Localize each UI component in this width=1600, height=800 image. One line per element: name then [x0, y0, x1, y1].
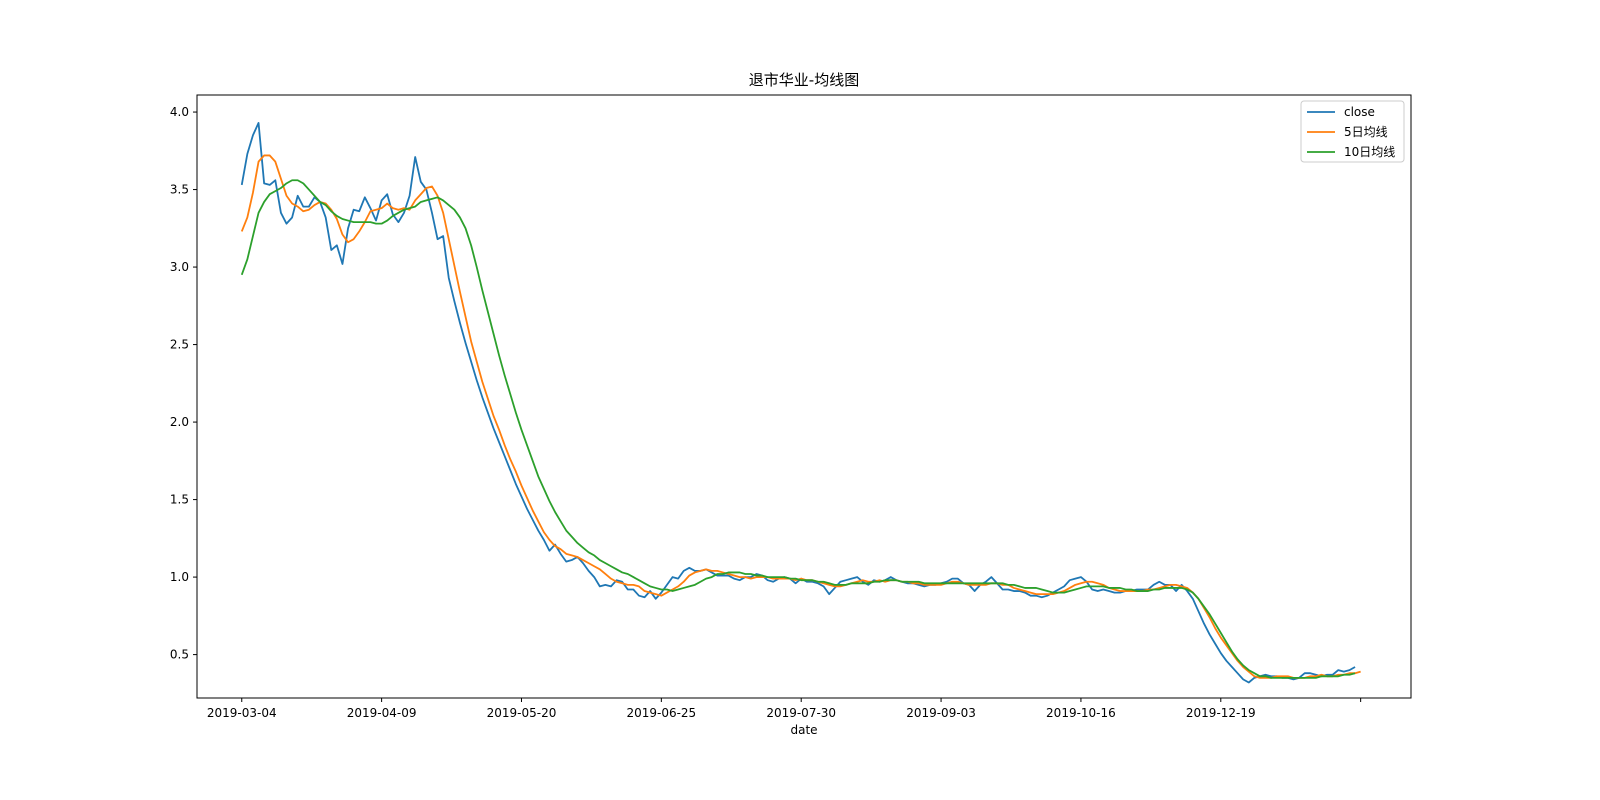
plot-area [240, 122, 1361, 684]
y-tick-label: 3.0 [170, 260, 189, 274]
y-tick-label: 2.5 [170, 338, 189, 352]
x-tick-label: 2019-09-03 [906, 706, 976, 720]
x-tick-label: 2019-05-20 [487, 706, 557, 720]
x-axis-label: date [790, 723, 817, 737]
series-line-2 [240, 154, 1361, 679]
legend-entry: 10日均线 [1344, 145, 1395, 159]
x-tick-label: 2019-03-04 [207, 706, 277, 720]
legend-entry: 5日均线 [1344, 125, 1388, 139]
x-tick-label: 2019-04-09 [347, 706, 417, 720]
chart-title: 退市华业-均线图 [749, 71, 859, 89]
legend: close 5日均线 10日均线 [1300, 100, 1405, 163]
x-axis: 2019-03-04 2019-04-09 2019-05-20 2019-06-25… [207, 698, 1362, 720]
y-axis: 0.5 1.0 1.5 2.0 2.5 3.0 3.5 4.0 [170, 105, 197, 662]
y-tick-label: 2.0 [170, 415, 189, 429]
x-tick-label: 2019-10-16 [1046, 706, 1116, 720]
x-tick-label: 2019-12-19 [1186, 706, 1256, 720]
legend-entry: close [1344, 105, 1375, 119]
y-tick-label: 1.5 [170, 493, 189, 507]
y-tick-label: 1.0 [170, 570, 189, 584]
y-tick-label: 3.5 [170, 183, 189, 197]
y-tick-label: 0.5 [170, 648, 189, 662]
x-tick-label: 2019-07-30 [766, 706, 836, 720]
series-line-3 [240, 179, 1356, 679]
plot-frame [196, 94, 1412, 699]
legend-box [1300, 100, 1405, 163]
y-tick-label: 4.0 [170, 105, 189, 119]
x-tick-label: 2019-06-25 [626, 706, 696, 720]
